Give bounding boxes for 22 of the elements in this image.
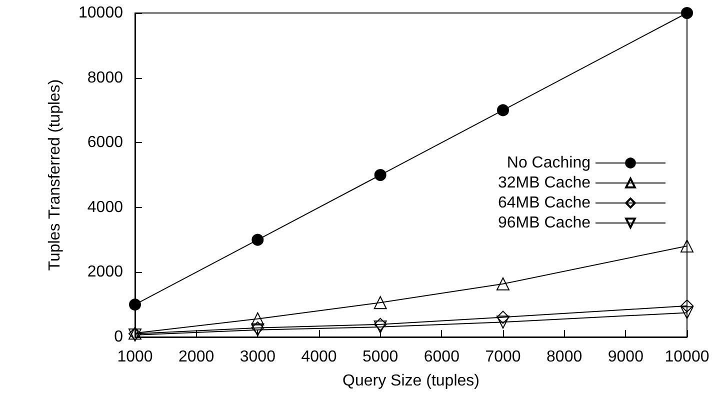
y-tick-label: 8000 <box>87 69 124 86</box>
legend-label: No Caching <box>506 154 590 172</box>
x-axis-title: Query Size (tuples) <box>342 372 480 390</box>
x-tick-label: 8000 <box>546 348 582 366</box>
x-tick-label: 6000 <box>424 348 460 366</box>
y-tick-label: 6000 <box>87 134 124 152</box>
x-tick-label: 3000 <box>240 348 276 366</box>
y-tick-label: 0 <box>114 328 124 346</box>
x-tick-label: 9000 <box>608 348 644 366</box>
y-tick-label: 10000 <box>78 4 124 22</box>
legend-label: 96MB Cache <box>498 214 591 232</box>
legend-label: 64MB Cache <box>498 194 591 212</box>
x-tick-label: 1000 <box>117 348 153 366</box>
y-axis-title: Tuples Transferred (tuples) <box>46 79 64 271</box>
x-tick-label: 10000 <box>664 348 710 366</box>
x-tick-label: 2000 <box>178 348 214 366</box>
x-tick-label: 7000 <box>485 348 521 366</box>
y-tick-label: 2000 <box>87 264 124 281</box>
y-tick-label: 4000 <box>87 198 124 216</box>
x-tick-label: 5000 <box>362 348 398 366</box>
x-tick-label: 4000 <box>301 348 337 366</box>
legend-label: 32MB Cache <box>498 174 591 192</box>
